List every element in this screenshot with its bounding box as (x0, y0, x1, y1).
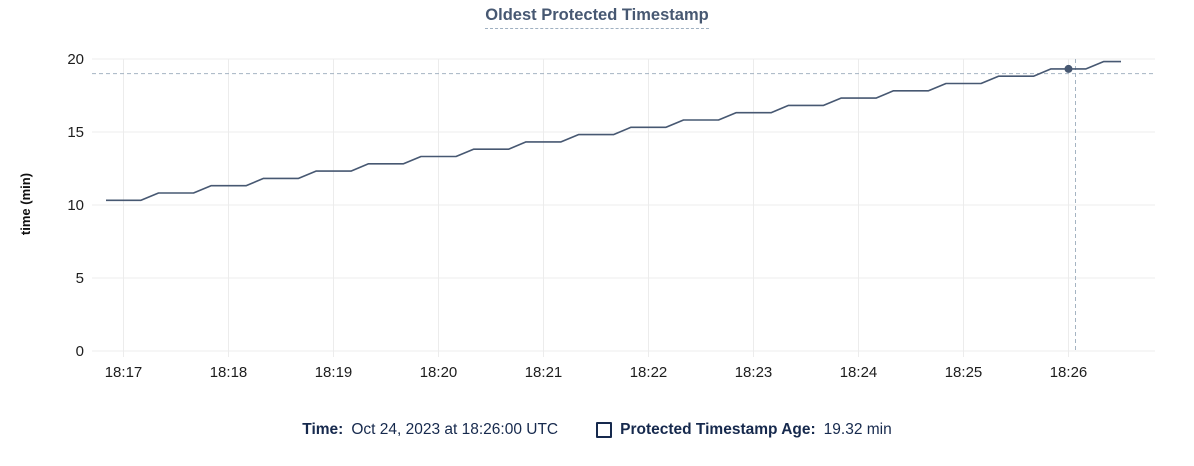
x-tick-label: 18:19 (315, 364, 353, 381)
y-axis-title: time (min) (18, 173, 33, 235)
x-tick-label: 18:25 (945, 364, 983, 381)
series-line (106, 60, 1121, 202)
y-tick-label: 5 (76, 270, 84, 287)
x-tick-label: 18:18 (210, 364, 248, 381)
x-tick-label: 18:21 (525, 364, 563, 381)
chart-title[interactable]: Oldest Protected Timestamp (485, 6, 709, 29)
legend-series-value: 19.32 min (823, 421, 892, 438)
legend-time-value: Oct 24, 2023 at 18:26:00 UTC (351, 421, 559, 438)
x-tick-label: 18:26 (1050, 364, 1088, 381)
x-tick-label: 18:20 (420, 364, 458, 381)
line-chart-plot-area[interactable]: 0 5 10 15 20 18:17 18:18 18:19 18:20 18:21 18:22 18… (0, 0, 1194, 412)
legend-time-item: Time: Oct 24, 2023 at 18:26:00 UTC (302, 421, 558, 439)
y-tick-label: 0 (76, 343, 84, 360)
hover-point (1064, 64, 1073, 73)
legend-series-item[interactable]: Protected Timestamp Age: 19.32 min (596, 421, 892, 439)
x-tick-label: 18:23 (735, 364, 773, 381)
x-tick-label: 18:17 (105, 364, 143, 381)
y-tick-label: 10 (67, 197, 84, 214)
y-tick-label: 20 (67, 51, 84, 68)
y-tick-label: 15 (67, 124, 84, 141)
series-swatch-square-outline-icon (596, 422, 613, 438)
chart-title-row: Oldest Protected Timestamp (0, 6, 1194, 29)
legend-time-label: Time: (302, 421, 344, 438)
x-tick-label: 18:24 (840, 364, 878, 381)
chart-legend: Time: Oct 24, 2023 at 18:26:00 UTC Prote… (0, 421, 1194, 439)
legend-series-label: Protected Timestamp Age: (620, 421, 816, 438)
x-tick-label: 18:22 (630, 364, 668, 381)
